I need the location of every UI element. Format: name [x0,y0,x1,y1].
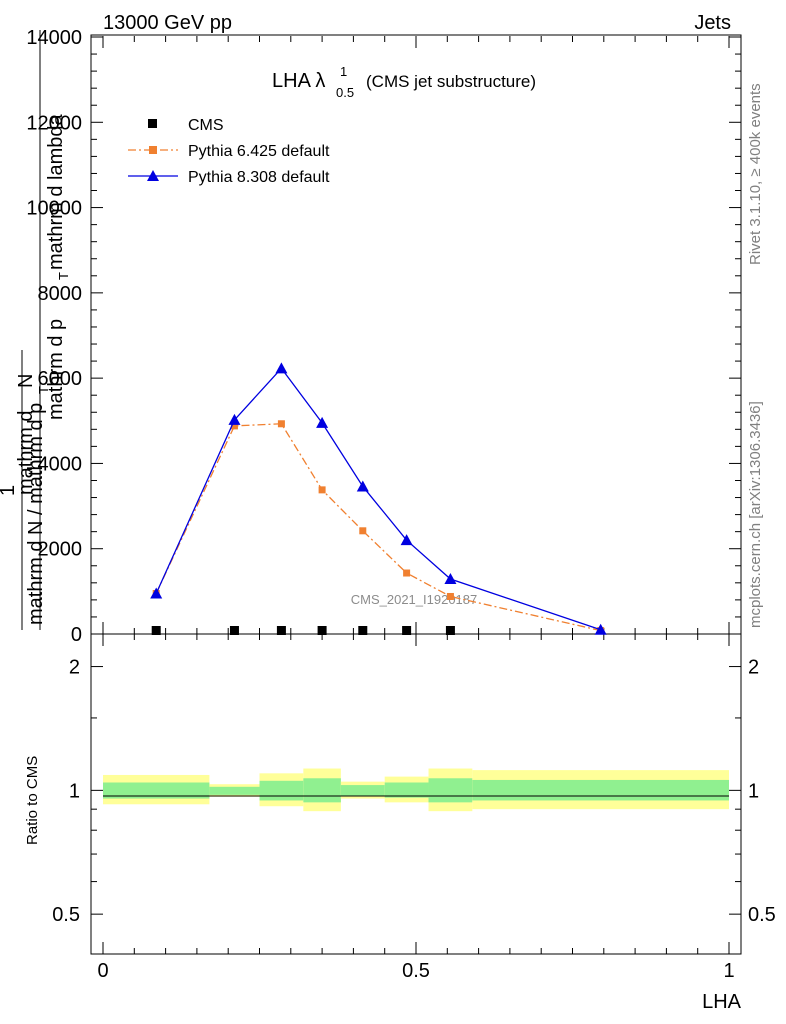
main-y-tick-label: 6000 [38,368,83,390]
series-point-0 [445,626,455,635]
title-rest: (CMS jet substructure) [366,72,536,91]
main-y-tick-label: 0 [71,624,82,646]
ratio-y-tick-label-right: 0.5 [748,904,776,926]
series-point-2 [275,362,288,374]
main-y-ticks: 0 2000 4000 6000 8000 10000 12000 14000 [26,27,741,646]
ylabel-prefix-num: 1 [0,485,19,496]
series-point-2 [150,587,163,599]
ratio-band-inner [472,779,729,801]
legend-label-cms: CMS [188,117,224,134]
series-point-0 [276,626,286,635]
series-point-1 [403,569,411,577]
mcplots-reference-label: mcplots.cern.ch [arXiv:1306.3436] [747,401,764,628]
ratio-y-ticks: 0.5 0.5 1 1 2 2 [52,657,776,927]
ratio-band-inner [259,780,304,801]
ratio-bands [103,768,729,812]
series-point-1 [277,420,285,428]
ylabel-prefix-den-sub: T [36,386,51,394]
legend: CMS Pythia 6.425 default Pythia 8.308 de… [128,117,330,186]
rivet-version-label: Rivet 3.1.10, ≥ 400k events [747,83,764,265]
ylabel-den-rest: mathrm d lambda [45,114,67,270]
series-point-2 [444,572,457,584]
series-point-2 [400,534,413,546]
legend-label-pythia8: Pythia 8.308 default [188,169,330,186]
main-y-tick-label: 10000 [26,198,82,220]
ratio-y-axis-label: Ratio to CMS [24,756,41,845]
series-line-1 [155,423,601,632]
ylabel-den-sub: T [56,272,71,280]
ratio-band-inner [428,778,473,803]
header-collision: 13000 GeV pp [103,12,232,34]
main-y-tick-label: 2000 [38,539,83,561]
series-point-2 [594,623,607,635]
main-y-tick-label: 4000 [38,453,83,475]
series-point-0 [317,626,327,635]
ratio-band-inner [340,785,385,796]
x-tick-label: 0 [97,960,108,982]
title-subscript: 0.5 [336,85,354,100]
main-y-tick-label: 8000 [38,283,83,305]
series-point-2 [228,413,241,425]
series-point-0 [402,626,412,635]
title-main: LHA λ [272,70,325,92]
header-process: Jets [694,12,731,34]
legend-marker-cms [148,119,157,128]
analysis-watermark: CMS_2021_I1920187 [351,592,478,607]
ratio-y-tick-label-right: 1 [748,780,759,802]
ratio-y-tick-label-left: 1 [69,780,80,802]
ylabel-num-left: mathrm d [15,411,37,495]
ratio-y-tick-label-left: 0.5 [52,904,80,926]
plot-title: LHA λ 1 0.5 (CMS jet substructure) [272,64,536,100]
series-point-1 [318,486,326,494]
series-line-2 [155,367,601,631]
ratio-band-inner [384,782,429,798]
legend-label-pythia6: Pythia 6.425 default [188,143,330,160]
series-point-0 [229,626,239,635]
title-superscript: 1 [340,64,347,79]
series-point-0 [151,626,161,635]
series-layer [150,362,607,635]
ylabel-den: mathrm d p [45,319,67,420]
ratio-y-tick-label-right: 2 [748,657,759,679]
main-y-axis-prefix: 1 mathrm d N / mathrm d p T [0,350,51,630]
series-point-1 [359,527,367,535]
series-point-2 [356,480,369,492]
main-y-axis-label: mathrm d N mathrm d p T mathrm d lambda [15,30,71,630]
ylabel-prefix-den: mathrm d N / mathrm d p [25,403,47,625]
legend-marker-pythia6 [149,146,157,154]
main-y-tick-label: 12000 [26,112,82,134]
ylabel-num-right: N [15,374,37,388]
legend-marker-pythia8 [147,170,159,181]
series-point-1 [230,422,238,430]
ratio-band-inner [209,786,260,795]
series-point-2 [316,416,329,428]
series-point-0 [358,626,368,635]
series-point-1 [446,592,454,600]
ratio-band-inner [303,778,341,803]
ratio-y-tick-label-left: 2 [69,657,80,679]
main-y-tick-label: 14000 [26,27,82,49]
ratio-band-inner [103,782,210,799]
x-axis-label: LHA [702,991,742,1013]
x-tick-label: 1 [723,960,734,982]
x-tick-label: 0.5 [402,960,430,982]
